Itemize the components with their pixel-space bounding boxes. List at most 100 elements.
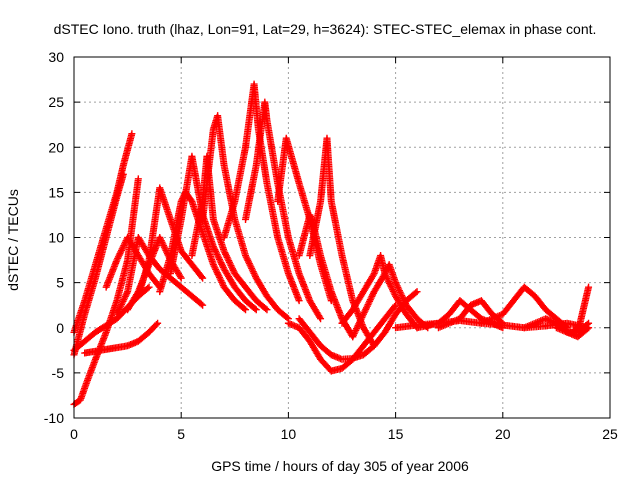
plus-marker <box>583 325 591 333</box>
plus-marker <box>157 235 165 243</box>
plus-marker <box>393 282 401 290</box>
plus-marker <box>389 286 397 294</box>
plot-frame <box>73 56 611 419</box>
plus-marker <box>217 259 225 267</box>
data-markers <box>70 80 593 408</box>
y-axis-label: dSTEC / TECUs <box>5 189 21 291</box>
plus-marker <box>361 307 369 315</box>
plus-marker <box>119 170 127 178</box>
plus-marker <box>159 240 167 248</box>
plus-marker <box>395 285 403 293</box>
y-tick-label: 10 <box>48 230 64 246</box>
plus-marker <box>218 278 226 286</box>
plus-marker <box>229 265 237 273</box>
plus-marker <box>353 325 361 333</box>
plus-marker <box>283 314 291 322</box>
plus-marker <box>392 280 400 288</box>
plus-marker <box>243 255 251 263</box>
plus-marker <box>368 292 376 300</box>
plus-marker <box>349 331 357 339</box>
plus-marker <box>369 291 377 299</box>
plus-marker <box>222 252 230 260</box>
plus-marker <box>199 301 207 309</box>
plus-marker <box>359 310 367 318</box>
plus-marker <box>365 299 373 307</box>
plus-marker <box>240 305 248 313</box>
plus-marker <box>367 294 375 302</box>
x-tick-label: 10 <box>281 426 297 442</box>
plus-marker <box>212 249 220 257</box>
plus-marker <box>356 318 364 326</box>
plus-marker <box>216 275 224 283</box>
plus-marker <box>352 326 360 334</box>
plus-marker <box>499 319 507 327</box>
plus-marker <box>214 252 222 260</box>
plus-marker <box>242 252 250 260</box>
data-series-20 <box>295 288 421 363</box>
plus-marker <box>364 301 372 309</box>
plus-marker <box>218 260 226 268</box>
plus-marker <box>216 257 224 265</box>
plus-marker <box>228 263 236 271</box>
plus-marker <box>219 262 227 270</box>
plus-marker <box>366 297 374 305</box>
data-series-2 <box>70 170 127 359</box>
plus-marker <box>177 274 185 282</box>
plus-marker <box>215 272 223 280</box>
plus-marker <box>122 291 130 299</box>
plus-marker <box>390 289 398 297</box>
x-tick-label: 20 <box>495 426 511 442</box>
plus-marker <box>226 260 234 268</box>
plus-marker <box>392 279 400 287</box>
y-tick-label: 30 <box>48 49 64 65</box>
chart-title: dSTEC Iono. truth (lhaz, Lon=91, Lat=29,… <box>54 21 597 37</box>
plus-marker <box>117 302 125 310</box>
plus-marker <box>386 281 394 289</box>
plus-marker <box>123 289 131 297</box>
y-tick-label: 20 <box>48 139 64 155</box>
x-tick-label: 0 <box>70 426 78 442</box>
plus-marker <box>209 243 217 251</box>
plus-marker <box>121 294 129 302</box>
plus-marker <box>121 240 129 248</box>
y-tick-label: 15 <box>48 184 64 200</box>
plus-marker <box>215 273 223 281</box>
plus-marker <box>225 258 233 266</box>
plus-marker <box>212 265 220 273</box>
plus-marker <box>394 283 402 291</box>
plus-marker <box>116 250 124 258</box>
plus-marker <box>224 255 232 263</box>
x-tick-label: 5 <box>177 426 185 442</box>
data-series-5 <box>81 319 162 357</box>
data-series-14 <box>220 80 303 305</box>
x-tick-label: 25 <box>602 426 618 442</box>
plus-marker <box>385 279 393 287</box>
plus-marker <box>357 315 365 323</box>
plus-marker <box>249 268 257 276</box>
plus-marker <box>353 323 361 331</box>
plus-marker <box>247 263 255 271</box>
plus-marker <box>585 283 593 291</box>
plus-marker <box>217 277 225 285</box>
plus-marker <box>316 313 324 321</box>
plus-marker <box>363 304 371 312</box>
plus-marker <box>387 282 395 290</box>
plus-marker <box>295 297 303 305</box>
plus-marker <box>242 306 250 314</box>
plus-marker <box>412 289 420 297</box>
plus-marker <box>363 302 371 310</box>
plus-marker <box>251 305 259 313</box>
plus-marker <box>120 242 128 250</box>
plus-marker <box>154 319 162 327</box>
plus-marker <box>211 264 219 272</box>
plus-marker <box>263 306 271 314</box>
plus-marker <box>158 238 166 246</box>
plus-marker <box>134 175 142 183</box>
plus-marker <box>244 256 252 264</box>
plus-marker <box>397 290 405 298</box>
plus-marker <box>115 251 123 259</box>
plus-marker <box>359 312 367 320</box>
plus-marker <box>215 254 223 262</box>
plus-marker <box>229 266 237 274</box>
plus-marker <box>161 245 169 253</box>
